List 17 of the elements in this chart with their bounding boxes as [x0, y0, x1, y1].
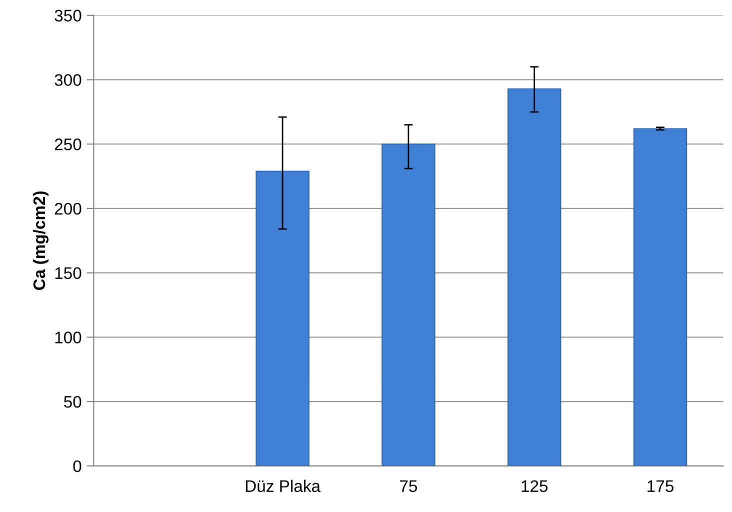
- y-tick-label: 350: [54, 10, 82, 22]
- bar: [508, 88, 562, 466]
- y-tick-label: 150: [55, 267, 82, 280]
- x-tick-label: 175: [648, 480, 674, 492]
- y-tick-label: 50: [64, 396, 82, 408]
- y-tick-label: 250: [54, 138, 82, 150]
- x-tick-label: Düz Plaka: [246, 480, 321, 492]
- y-tick-label: 200: [54, 202, 82, 215]
- x-tick-label: 75: [400, 480, 418, 492]
- bar: [382, 144, 436, 466]
- y-tick-label: 100: [55, 332, 82, 344]
- bar: [256, 170, 310, 466]
- x-tick-label: 125: [522, 480, 548, 492]
- y-tick-label: 300: [54, 74, 82, 86]
- y-axis-title: Ca (mg/cm2): [32, 191, 49, 290]
- y-tick-label: 0: [73, 460, 82, 472]
- bar: [633, 128, 688, 466]
